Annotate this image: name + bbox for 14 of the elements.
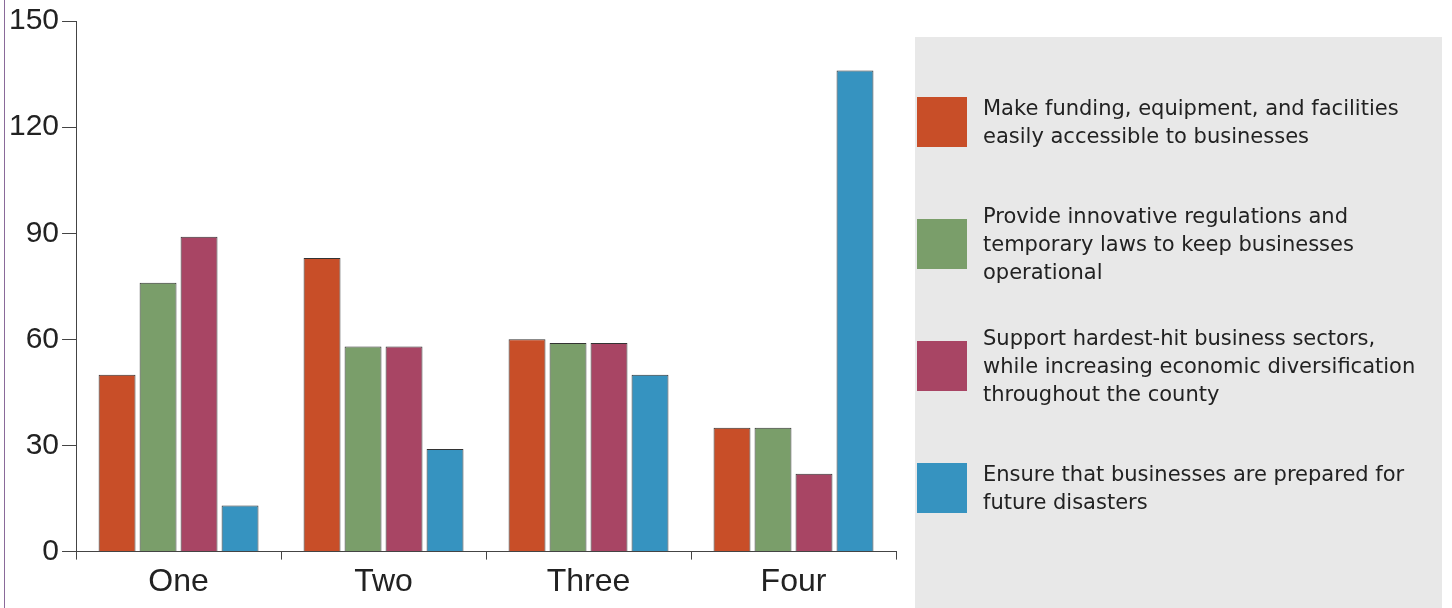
x-tick-label: One	[148, 561, 209, 598]
y-tick-label: 0	[42, 532, 60, 566]
x-tick-label: Three	[546, 561, 631, 598]
x-tick-label: Four	[760, 561, 827, 598]
legend-label: Ensure that businesses are prepared for future disasters	[983, 461, 1406, 516]
y-tick-label: 150	[8, 2, 60, 36]
y-tick-label: 30	[25, 426, 60, 460]
x-tick-label: Two	[354, 561, 413, 598]
legend-label: Support hardest-hit business sectors, while increasing economic diversification throughout the county	[983, 325, 1417, 408]
y-tick-label: 60	[25, 320, 60, 354]
y-tick-label: 90	[25, 214, 60, 248]
legend-label: Make funding, equipment, and facilities easily accessible to businesses	[983, 95, 1400, 150]
y-tick-label: 120	[8, 108, 60, 142]
legend-label: Provide innovative regulations and temporary laws to keep businesses operational	[983, 203, 1355, 286]
